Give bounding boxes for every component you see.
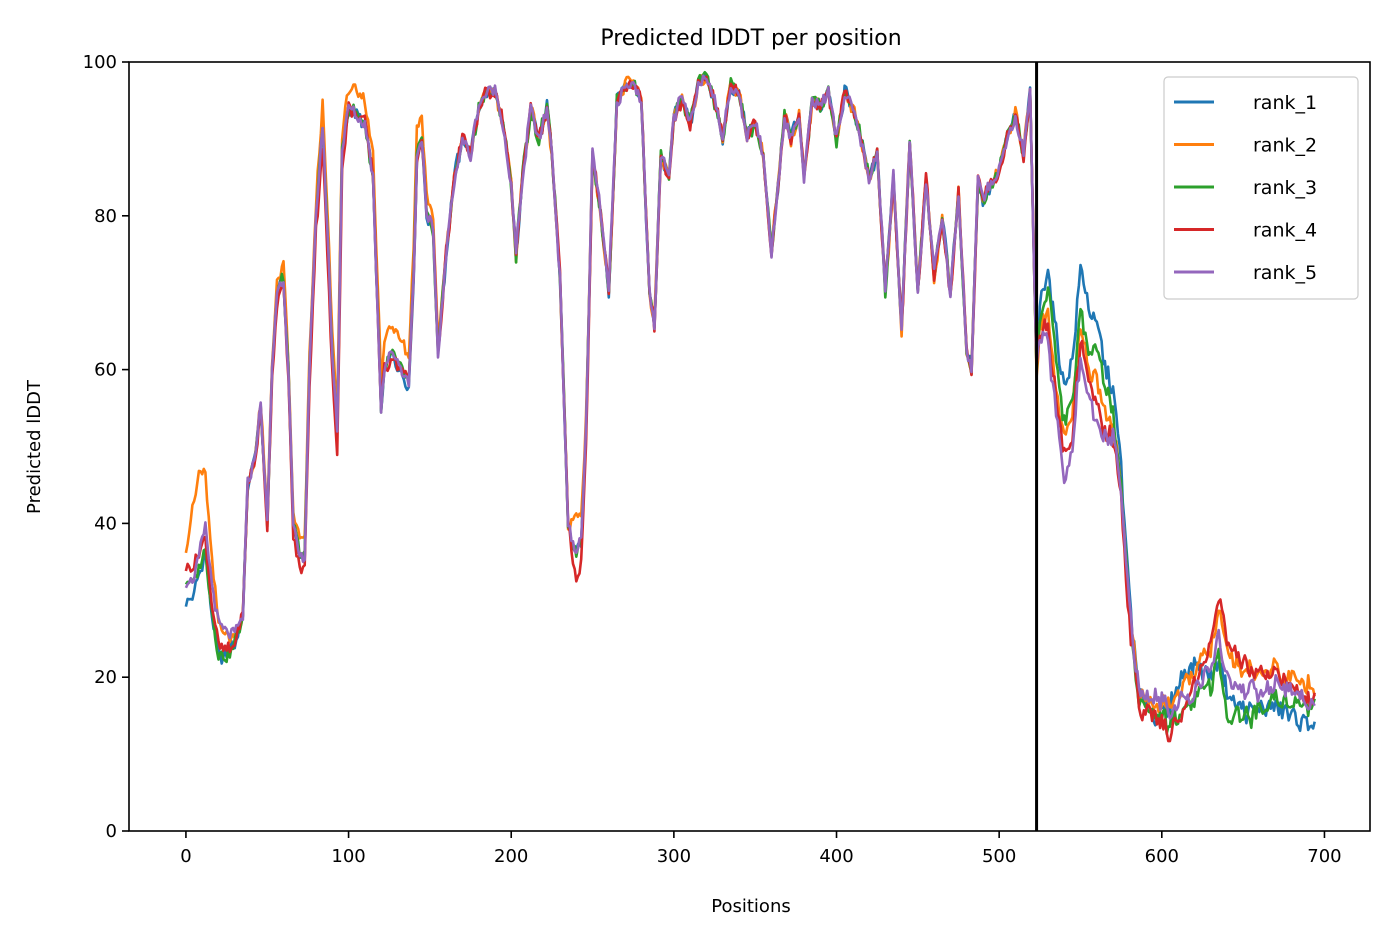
series-layer bbox=[184, 70, 1316, 743]
chart-title: Predicted lDDT per position bbox=[600, 26, 901, 51]
x-tick-label: 100 bbox=[331, 846, 365, 867]
axes-frame bbox=[128, 61, 1371, 832]
legend-label: rank_1 bbox=[1253, 92, 1317, 114]
x-axis-ticks: 0 100 200 300 400 500 600 700 bbox=[180, 831, 1342, 867]
series-line-rank-3 bbox=[184, 70, 1316, 736]
x-tick-label: 300 bbox=[657, 846, 691, 867]
legend: rank_1 rank_2 rank_3 rank_4 rank_5 bbox=[1163, 76, 1359, 300]
series-line-rank-1 bbox=[184, 72, 1316, 733]
y-tick-label: 20 bbox=[94, 667, 117, 688]
x-tick-label: 500 bbox=[982, 846, 1016, 867]
x-tick-label: 400 bbox=[819, 846, 853, 867]
y-tick-label: 0 bbox=[106, 821, 117, 842]
y-axis-label: Predicted lDDT bbox=[24, 379, 45, 514]
x-tick-label: 200 bbox=[494, 846, 528, 867]
x-tick-label: 700 bbox=[1307, 846, 1341, 867]
y-tick-label: 80 bbox=[94, 206, 117, 227]
x-tick-label: 600 bbox=[1145, 846, 1179, 867]
legend-label: rank_3 bbox=[1253, 177, 1317, 199]
x-tick-label: 0 bbox=[180, 846, 191, 867]
legend-label: rank_5 bbox=[1253, 262, 1317, 284]
series-line-rank-5 bbox=[184, 74, 1316, 720]
y-tick-label: 40 bbox=[94, 513, 117, 534]
series-line-rank-4 bbox=[184, 75, 1316, 743]
legend-label: rank_2 bbox=[1253, 135, 1317, 157]
plot-area bbox=[184, 62, 1316, 831]
x-axis-label: Positions bbox=[711, 896, 790, 917]
y-tick-label: 60 bbox=[94, 360, 117, 381]
legend-box bbox=[1163, 76, 1359, 300]
legend-label: rank_4 bbox=[1253, 220, 1317, 242]
y-tick-label: 100 bbox=[83, 52, 117, 73]
series-line-rank-2 bbox=[184, 74, 1316, 714]
y-axis-ticks: 0 20 40 60 80 100 bbox=[83, 52, 129, 842]
